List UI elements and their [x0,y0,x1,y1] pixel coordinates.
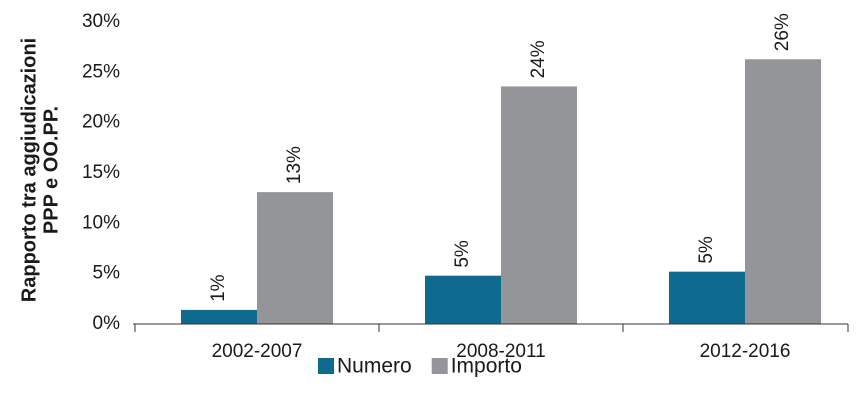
bar [501,86,577,324]
y-tick-label: 5% [93,263,121,284]
legend: Numero Importo [318,355,522,378]
legend-label: Importo [451,355,522,378]
legend-swatch [431,358,448,374]
y-tick-label: 25% [82,61,120,82]
bar [181,309,257,324]
value-label: 24% [528,40,549,78]
y-axis-title-line: PPP e OO.PP. [40,106,62,234]
y-axis-title: Rapporto tra aggiudicazioni PPP e OO.PP. [18,38,62,302]
x-tick-label: 2008-2011 [456,341,545,362]
legend-label: Numero [337,355,412,378]
bar [425,275,501,324]
legend-swatch [318,358,334,374]
y-tick-label: 30% [82,11,120,32]
y-tick-label: 20% [82,112,120,133]
x-tick-label: 2002-2007 [212,341,303,362]
y-tick-label: 10% [82,212,120,233]
x-tick-label: 2012-2016 [700,341,791,362]
value-label: 13% [284,146,305,184]
bar [669,271,745,324]
bar [745,59,821,324]
bar [257,192,333,324]
y-tick-label: 0% [93,313,121,334]
value-label: 26% [772,13,793,51]
y-tick-label: 15% [82,162,120,183]
y-axis-title-line: Rapporto tra aggiudicazioni [18,38,40,302]
value-label: 5% [696,236,717,264]
value-label: 5% [452,240,473,268]
value-label: 1% [208,274,229,302]
